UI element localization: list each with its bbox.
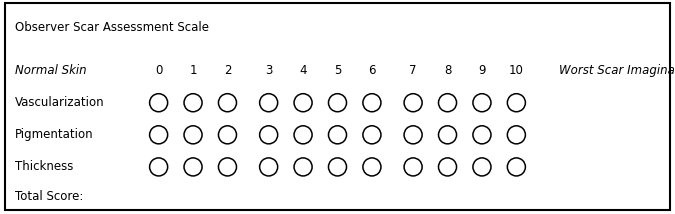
Text: Observer Scar Assessment Scale: Observer Scar Assessment Scale: [15, 21, 209, 34]
Ellipse shape: [219, 158, 236, 176]
Text: Vascularization: Vascularization: [15, 96, 105, 109]
Text: 9: 9: [478, 64, 486, 77]
Text: Pigmentation: Pigmentation: [15, 128, 93, 141]
Text: Thickness: Thickness: [15, 160, 73, 173]
Ellipse shape: [473, 126, 491, 144]
Ellipse shape: [363, 94, 381, 112]
Ellipse shape: [260, 94, 277, 112]
Ellipse shape: [150, 158, 167, 176]
Ellipse shape: [184, 126, 202, 144]
Ellipse shape: [294, 94, 312, 112]
Ellipse shape: [294, 126, 312, 144]
Text: 4: 4: [299, 64, 307, 77]
Ellipse shape: [508, 158, 525, 176]
Ellipse shape: [329, 126, 346, 144]
Ellipse shape: [439, 126, 456, 144]
Ellipse shape: [439, 158, 456, 176]
Ellipse shape: [184, 94, 202, 112]
Ellipse shape: [508, 126, 525, 144]
Ellipse shape: [473, 158, 491, 176]
Ellipse shape: [363, 158, 381, 176]
Ellipse shape: [439, 94, 456, 112]
Ellipse shape: [473, 94, 491, 112]
Text: 2: 2: [223, 64, 232, 77]
Ellipse shape: [294, 158, 312, 176]
Ellipse shape: [404, 126, 422, 144]
Ellipse shape: [260, 126, 277, 144]
Text: 1: 1: [189, 64, 197, 77]
Ellipse shape: [260, 158, 277, 176]
Ellipse shape: [329, 158, 346, 176]
Ellipse shape: [184, 158, 202, 176]
Text: 6: 6: [368, 64, 376, 77]
Ellipse shape: [363, 126, 381, 144]
Text: Worst Scar Imaginable: Worst Scar Imaginable: [559, 64, 675, 77]
Ellipse shape: [150, 94, 167, 112]
Ellipse shape: [219, 94, 236, 112]
Text: 7: 7: [409, 64, 417, 77]
Ellipse shape: [508, 94, 525, 112]
Ellipse shape: [404, 158, 422, 176]
Text: 5: 5: [334, 64, 341, 77]
Ellipse shape: [150, 126, 167, 144]
Ellipse shape: [404, 94, 422, 112]
Text: Normal Skin: Normal Skin: [15, 64, 86, 77]
Text: Total Score:: Total Score:: [15, 190, 83, 203]
Ellipse shape: [219, 126, 236, 144]
Ellipse shape: [329, 94, 346, 112]
Text: 0: 0: [155, 64, 162, 77]
Text: 3: 3: [265, 64, 272, 77]
Text: 10: 10: [509, 64, 524, 77]
FancyBboxPatch shape: [5, 3, 670, 210]
Text: 8: 8: [444, 64, 451, 77]
